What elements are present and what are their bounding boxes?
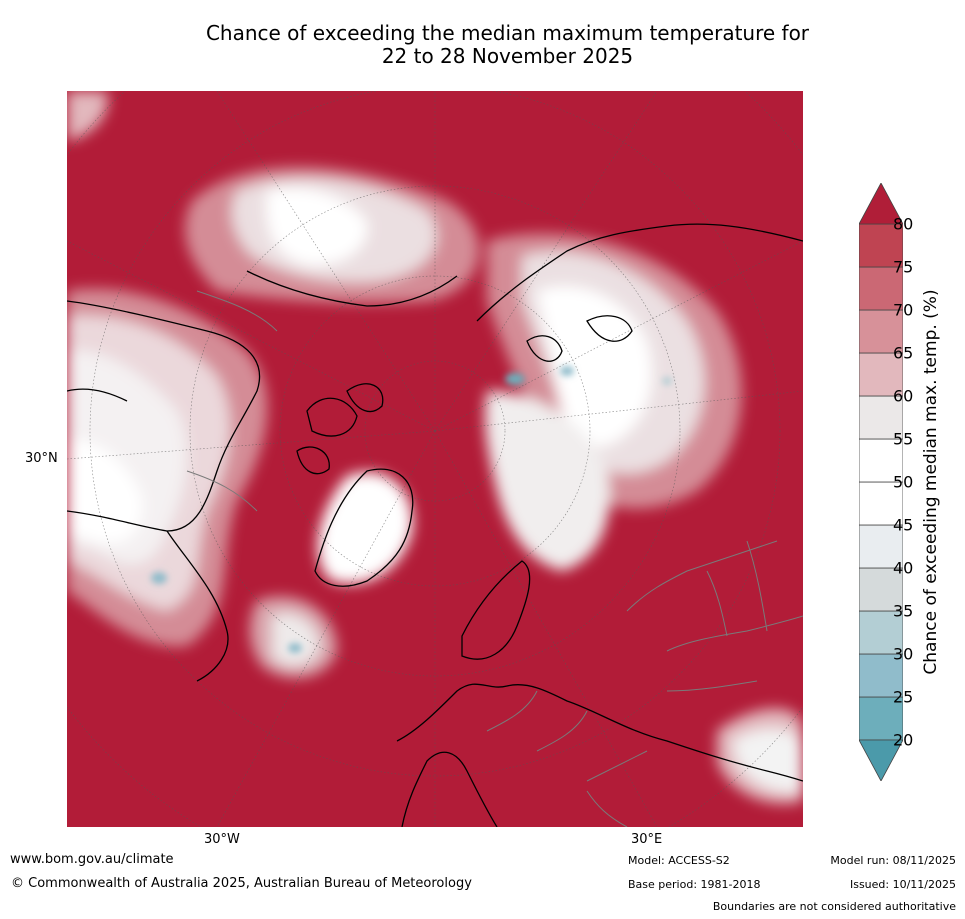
title-line-2: 22 to 28 November 2025 bbox=[381, 44, 634, 68]
colorbar-band bbox=[858, 438, 904, 483]
colorbar-band bbox=[858, 524, 904, 569]
graticule bbox=[67, 91, 803, 827]
below-median-patches bbox=[151, 366, 672, 653]
country-boundaries bbox=[186, 290, 803, 827]
footer-copyright: © Commonwealth of Australia 2025, Austra… bbox=[11, 876, 472, 891]
footer-disclaimer: Boundaries are not considered authoritat… bbox=[712, 900, 956, 913]
title-line-1: Chance of exceeding the median maximum t… bbox=[205, 21, 810, 45]
lon-label-30e: 30°E bbox=[631, 832, 663, 847]
colorbar-tick-label: 20 bbox=[893, 730, 914, 750]
colorbar-tick-label: 70 bbox=[893, 300, 914, 320]
footer-url[interactable]: www.bom.gov.au/climate bbox=[10, 852, 174, 867]
forecast-map bbox=[67, 91, 803, 827]
colorbar-top-arrow bbox=[858, 182, 904, 225]
colorbar-svg bbox=[858, 182, 904, 782]
colorbar-band bbox=[858, 395, 904, 440]
colorbar-tick-label: 65 bbox=[893, 343, 914, 363]
colorbar-tick-label: 75 bbox=[893, 257, 914, 277]
footer-model: Model: ACCESS-S2 bbox=[628, 854, 730, 867]
colorbar-band bbox=[858, 610, 904, 655]
map-title: Chance of exceeding the median maximum t… bbox=[0, 22, 965, 68]
colorbar-tick-label: 50 bbox=[893, 472, 914, 492]
colorbar-band bbox=[858, 567, 904, 612]
colorbar-band bbox=[858, 309, 904, 354]
colorbar-tick-label: 80 bbox=[893, 214, 914, 234]
lon-label-30w: 30°W bbox=[204, 832, 240, 847]
colorbar-bottom-arrow bbox=[858, 739, 904, 782]
colorbar-title: Chance of exceeding median max. temp. (%… bbox=[921, 289, 941, 675]
lat-label-30n: 30°N bbox=[25, 451, 58, 466]
probability-field bbox=[67, 91, 803, 804]
colorbar-band bbox=[858, 266, 904, 311]
colorbar-band bbox=[858, 653, 904, 698]
colorbar-band bbox=[858, 352, 904, 397]
colorbar bbox=[858, 182, 904, 782]
map-svg bbox=[67, 91, 803, 827]
colorbar-tick-label: 60 bbox=[893, 386, 914, 406]
colorbar-tick-label: 30 bbox=[893, 644, 914, 664]
footer-issued: Issued: 10/11/2025 bbox=[849, 878, 956, 891]
footer-base-period: Base period: 1981-2018 bbox=[628, 878, 761, 891]
colorbar-tick-label: 40 bbox=[893, 558, 914, 578]
colorbar-tick-label: 55 bbox=[893, 429, 914, 449]
colorbar-band bbox=[858, 696, 904, 741]
footer-model-run: Model run: 08/11/2025 bbox=[830, 854, 956, 867]
coastlines bbox=[67, 223, 803, 827]
colorbar-tick-label: 45 bbox=[893, 515, 914, 535]
colorbar-tick-label: 35 bbox=[893, 601, 914, 621]
colorbar-tick-label: 25 bbox=[893, 687, 914, 707]
colorbar-band bbox=[858, 223, 904, 268]
